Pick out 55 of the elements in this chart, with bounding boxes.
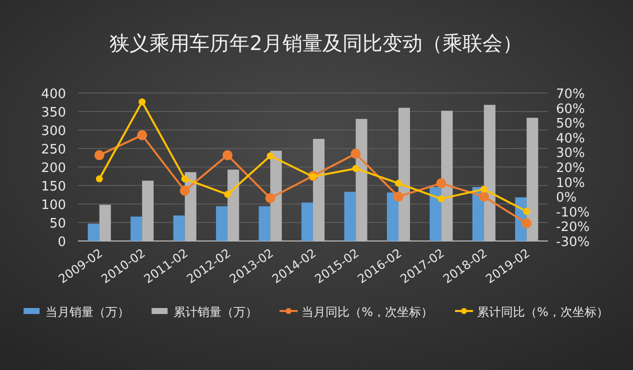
y-tick-label: 100 <box>41 198 66 213</box>
y-tick-label: 0 <box>58 235 66 250</box>
point <box>222 150 233 160</box>
y2-tick-label: -10% <box>556 205 590 220</box>
bar <box>430 186 442 241</box>
point <box>181 175 188 182</box>
point <box>352 164 360 172</box>
point <box>96 175 103 182</box>
point <box>310 173 316 180</box>
y2-tick-label: 40% <box>556 131 585 146</box>
point <box>523 208 530 215</box>
y2-tick-label: 70% <box>556 87 585 102</box>
legend-label: 累计同比（%，次坐标） <box>477 305 608 319</box>
point <box>224 190 232 198</box>
point <box>137 130 148 140</box>
y-tick-label: 350 <box>41 106 66 120</box>
legend-label: 当月销量（万） <box>46 305 130 319</box>
y-tick-label: 150 <box>41 180 66 194</box>
point <box>266 152 274 160</box>
y-tick-label: 250 <box>41 142 66 158</box>
point <box>138 98 146 106</box>
y2-tick-label: 60% <box>556 102 585 117</box>
bar <box>130 216 142 241</box>
y2-tick-label: 10% <box>556 176 585 191</box>
y2-tick-label: -30% <box>556 235 590 250</box>
bar <box>344 192 356 241</box>
bar <box>216 206 228 241</box>
bar <box>386 192 398 241</box>
point <box>478 192 489 202</box>
chart-title: 狭义乘用车历年2月销量及同比变动（乘联会） <box>110 31 522 55</box>
y-tick-label: 50 <box>49 216 66 232</box>
point <box>350 148 361 159</box>
point <box>265 193 276 204</box>
point <box>522 218 532 228</box>
bar <box>258 206 270 241</box>
y2-tick-label: 30% <box>556 146 585 162</box>
bar <box>88 224 100 241</box>
point <box>394 180 402 187</box>
legend-label: 当月同比（%，次坐标） <box>302 305 433 319</box>
point <box>438 195 445 202</box>
y-tick-label: 200 <box>41 161 66 176</box>
point <box>393 192 404 202</box>
point <box>436 178 446 188</box>
y-tick-label: 300 <box>41 124 66 139</box>
point <box>94 150 104 160</box>
point <box>180 186 190 196</box>
y2-tick-label: 0% <box>556 190 577 206</box>
bar <box>301 202 313 241</box>
y-tick-label: 400 <box>41 87 66 102</box>
y2-tick-label: -20% <box>556 220 590 236</box>
y2-tick-label: 20% <box>556 161 585 176</box>
legend-label: 累计销量（万） <box>174 305 258 319</box>
bar <box>173 215 185 241</box>
y2-tick-label: 50% <box>556 116 585 132</box>
point <box>480 186 488 193</box>
